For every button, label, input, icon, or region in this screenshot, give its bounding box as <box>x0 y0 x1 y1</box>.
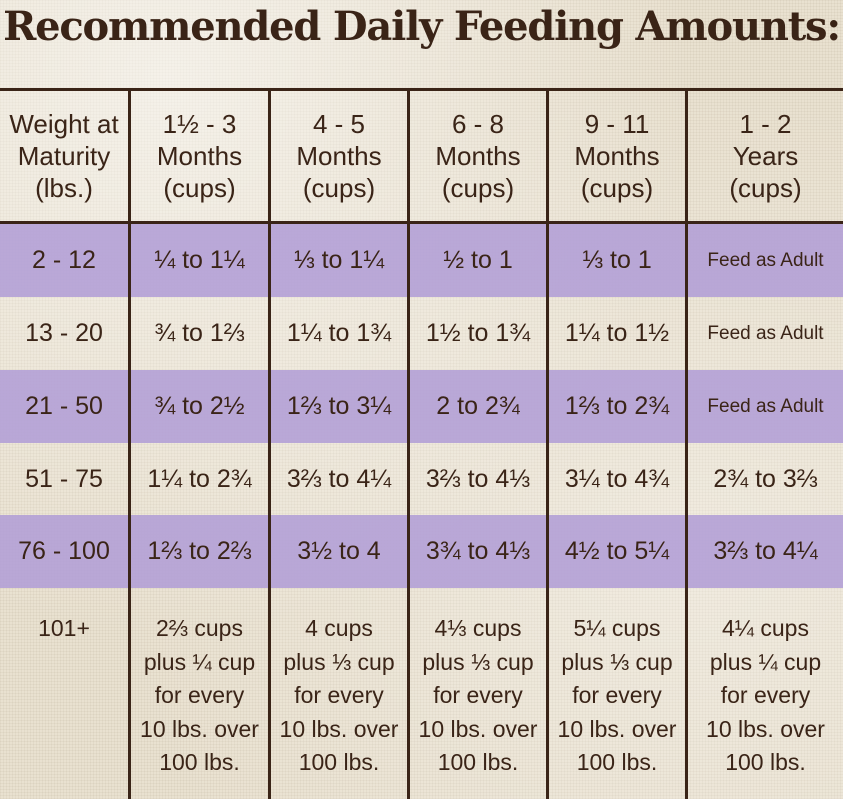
amount-line: 100 lbs. <box>159 749 240 775</box>
amount-cell: 1½ to 1¾ <box>410 297 549 370</box>
amount-cell: Feed as Adult <box>707 322 824 344</box>
header-line: Maturity <box>17 141 111 171</box>
header-age-4: 9 - 11 Months (cups) <box>549 88 688 224</box>
header-line: Years <box>732 141 799 171</box>
header-line: 4 - 5 <box>312 109 366 139</box>
amount-line: 4 cups <box>305 615 373 641</box>
amount-line: 4⅓ cups <box>434 615 522 641</box>
weight-cell: 76 - 100 <box>0 515 131 588</box>
feeding-table: Weight at Maturity (lbs.) 1½ - 3 Months … <box>0 88 843 799</box>
header-line: Months <box>435 141 521 171</box>
amount-line: plus ⅓ cup <box>422 648 534 675</box>
amount-cell: ½ to 1 <box>410 224 549 297</box>
weight-cell: 2 - 12 <box>0 224 131 297</box>
amount-cell: 3⅔ to 4⅓ <box>410 443 549 515</box>
header-age-1: 1½ - 3 Months (cups) <box>131 88 271 224</box>
amount-cell: 3½ to 4 <box>271 515 410 588</box>
amount-line: 10 lbs. over <box>557 715 677 742</box>
header-line: Months <box>156 141 243 171</box>
header-age-3: 6 - 8 Months (cups) <box>410 88 549 224</box>
amount-cell: 3¾ to 4⅓ <box>410 515 549 588</box>
header-line: (cups) <box>580 173 654 203</box>
weight-cell: 51 - 75 <box>0 443 131 515</box>
amount-line: plus ¼ cup <box>709 648 822 675</box>
amount-line: 2⅔ cups <box>156 615 243 641</box>
weight-cell: 101+ <box>0 588 131 799</box>
amount-cell-multiline: 4¼ cups plus ¼ cup for every 10 lbs. ove… <box>688 588 843 799</box>
amount-cell: 3⅔ to 4¼ <box>688 515 843 588</box>
header-line: Weight at <box>9 109 119 139</box>
amount-cell: 1¼ to 2¾ <box>131 443 271 515</box>
amount-cell: 1⅔ to 3¼ <box>271 370 410 443</box>
amount-cell-multiline: 4 cups plus ⅓ cup for every 10 lbs. over… <box>271 588 410 799</box>
amount-cell-multiline: 2⅔ cups plus ¼ cup for every 10 lbs. ove… <box>131 588 271 799</box>
amount-line: plus ⅓ cup <box>561 648 673 675</box>
amount-line: plus ⅓ cup <box>283 648 395 675</box>
amount-line: for every <box>294 682 384 708</box>
header-line: 1½ - 3 <box>162 109 237 139</box>
page-title: Recommended Daily Feeding Amounts: <box>3 3 841 50</box>
amount-cell: 1¼ to 1½ <box>549 297 688 370</box>
amount-line: 100 lbs. <box>437 749 519 775</box>
amount-cell: 2¾ to 3⅔ <box>713 464 818 493</box>
amount-cell-multiline: 4⅓ cups plus ⅓ cup for every 10 lbs. ove… <box>410 588 549 799</box>
header-weight: Weight at Maturity (lbs.) <box>0 88 131 224</box>
amount-line: 100 lbs. <box>576 749 658 775</box>
amount-cell: 3¼ to 4¾ <box>549 443 688 515</box>
header-line: 1 - 2 <box>739 109 792 139</box>
amount-line: for every <box>572 682 662 708</box>
amount-line: 5¼ cups <box>573 615 661 641</box>
amount-cell: 4½ to 5¼ <box>549 515 688 588</box>
amount-cell: Feed as Adult <box>688 370 843 443</box>
header-line: (lbs.) <box>35 173 93 203</box>
amount-line: 100 lbs. <box>298 749 380 775</box>
amount-line: for every <box>720 682 811 708</box>
amount-cell-multiline: 5¼ cups plus ⅓ cup for every 10 lbs. ove… <box>549 588 688 799</box>
amount-cell: ¾ to 2½ <box>131 370 271 443</box>
amount-cell: ¾ to 1⅔ <box>131 297 271 370</box>
amount-cell: 2 to 2¾ <box>410 370 549 443</box>
amount-line: 10 lbs. over <box>418 715 538 742</box>
header-line: (cups) <box>729 173 802 203</box>
header-line: (cups) <box>302 173 376 203</box>
header-line: Months <box>296 141 382 171</box>
amount-cell: ⅓ to 1¼ <box>271 224 410 297</box>
amount-cell: 1¼ to 1¾ <box>271 297 410 370</box>
amount-cell: 1⅔ to 2¾ <box>549 370 688 443</box>
header-line: 6 - 8 <box>451 109 505 139</box>
amount-line: plus ¼ cup <box>143 648 256 675</box>
amount-line: 10 lbs. over <box>279 715 399 742</box>
amount-cell: 3⅔ to 4¼ <box>271 443 410 515</box>
amount-cell: ¼ to 1¼ <box>131 224 271 297</box>
header-line: (cups) <box>441 173 515 203</box>
weight-cell: 13 - 20 <box>0 297 131 370</box>
weight-cell: 21 - 50 <box>0 370 131 443</box>
header-line: 9 - 11 <box>584 109 650 139</box>
amount-line: for every <box>433 682 523 708</box>
amount-cell: Feed as Adult <box>688 224 843 297</box>
amount-line: 10 lbs. over <box>140 715 259 742</box>
header-age-5: 1 - 2 Years (cups) <box>688 88 843 224</box>
amount-line: 4¼ cups <box>722 615 809 641</box>
header-line: (cups) <box>163 173 236 203</box>
amount-line: 100 lbs. <box>725 749 806 775</box>
header-line: Months <box>574 141 660 171</box>
amount-cell: ⅓ to 1 <box>549 224 688 297</box>
amount-cell: 1⅔ to 2⅔ <box>131 515 271 588</box>
amount-line: 10 lbs. over <box>706 715 825 742</box>
amount-line: for every <box>154 682 245 708</box>
weight-label: 101+ <box>38 615 90 641</box>
header-age-2: 4 - 5 Months (cups) <box>271 88 410 224</box>
